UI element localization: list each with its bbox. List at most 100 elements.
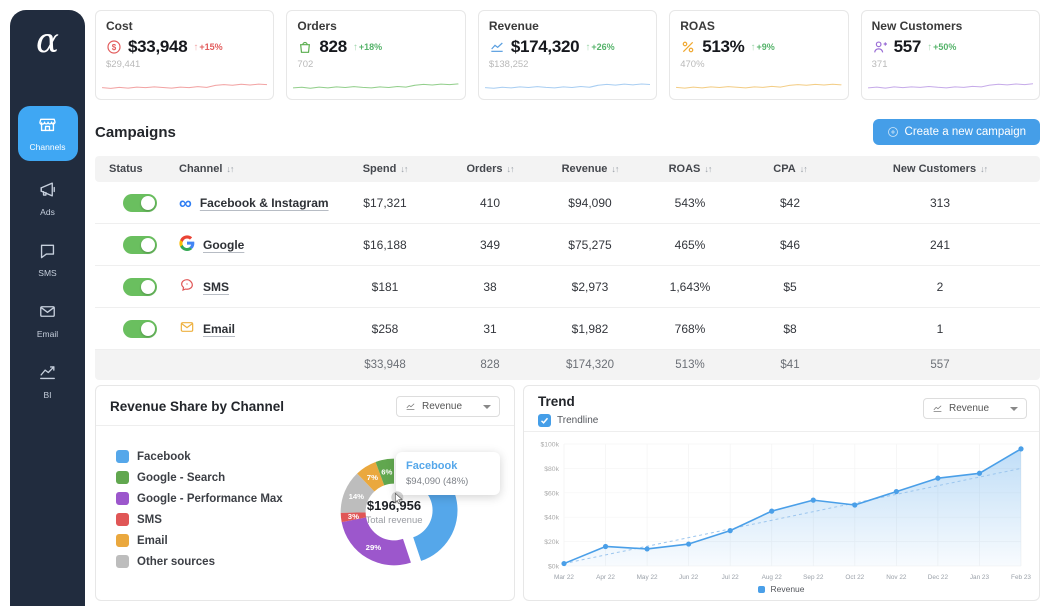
- legend-swatch: [116, 513, 129, 526]
- kpi-value: 513%: [702, 37, 745, 56]
- sidebar-item-bi[interactable]: BI: [18, 358, 78, 405]
- sort-icon[interactable]: ↓↑: [226, 164, 234, 174]
- kpi-row: Cost $ $33,948 ↑ +15% $29,441 Orders 828 …: [95, 10, 1041, 100]
- kpi-previous-value: $29,441: [106, 59, 141, 70]
- kpi-title: Revenue: [488, 19, 539, 33]
- cell-roas: 1,643%: [669, 279, 711, 294]
- sidebar-item-label: Ads: [40, 207, 55, 217]
- kpi-title: ROAS: [680, 19, 715, 33]
- svg-text:$0k: $0k: [548, 564, 560, 571]
- trendline-checkbox[interactable]: [538, 414, 551, 427]
- legend-swatch: [116, 450, 129, 463]
- revenue-share-title: Revenue Share by Channel: [110, 399, 285, 414]
- kpi-card-orders: Orders 828 ↑ +18% 702: [286, 10, 466, 100]
- chart-line-icon: [489, 39, 505, 55]
- channel-link[interactable]: SMS: [203, 279, 230, 294]
- svg-text:$60k: $60k: [544, 490, 559, 497]
- total-cpa: $41: [780, 359, 800, 371]
- create-campaign-button[interactable]: Create a new campaign: [872, 119, 1040, 145]
- cell-new-customers: 241: [929, 237, 951, 252]
- sidebar-item-label: BI: [43, 390, 52, 400]
- sidebar-item-email[interactable]: Email: [18, 297, 78, 344]
- revenue-share-metric-select[interactable]: Revenue: [396, 396, 500, 417]
- up-arrow-icon: ↑: [193, 41, 199, 53]
- kpi-sparkline: [867, 83, 1034, 89]
- trend-chart: $0k $20k $40k $60k $80k $100k Mar 22 Apr 22 May …: [540, 442, 1031, 582]
- svg-text:Jan 23: Jan 23: [970, 574, 990, 581]
- chat-bubble-icon: [38, 241, 57, 265]
- table-header: Status Channel ↓↑ Spend ↓↑ Orders ↓↑ Revenu…: [95, 156, 1040, 182]
- svg-text:Dec 22: Dec 22: [928, 574, 949, 581]
- kpi-sparkline: [102, 83, 268, 89]
- user-plus-icon: [872, 39, 888, 55]
- table-row-facebook-instagram: ∞ Facebook & Instagram $17,321 410 $94,0…: [95, 182, 1040, 224]
- column-orders[interactable]: Orders ↓↑: [466, 163, 515, 175]
- sidebar-item-ads[interactable]: Ads: [18, 175, 78, 222]
- channel-toggle[interactable]: [123, 235, 157, 254]
- donut-legend: Facebook Google - Search Google - Perfor…: [116, 450, 283, 568]
- kpi-delta: ↑ +50%: [927, 41, 957, 53]
- sort-icon[interactable]: ↓↑: [506, 164, 515, 174]
- trend-metric-select[interactable]: Revenue: [923, 398, 1027, 419]
- column-channel[interactable]: Channel ↓↑: [179, 163, 234, 175]
- column-cpa[interactable]: CPA ↓↑: [773, 163, 808, 175]
- app-logo: α: [36, 21, 59, 61]
- cell-cpa: $8: [783, 321, 797, 336]
- percent-icon: [680, 39, 696, 55]
- sidebar-item-label: Channels: [29, 142, 66, 152]
- svg-text:$80k: $80k: [544, 466, 559, 473]
- up-arrow-icon: ↑: [352, 41, 358, 53]
- svg-text:Aug 22: Aug 22: [762, 574, 783, 581]
- sort-icon[interactable]: ↓↑: [799, 164, 808, 174]
- channel-link[interactable]: Google: [203, 237, 245, 252]
- trendline-label: Trendline: [557, 415, 599, 426]
- sidebar-item-sms[interactable]: SMS: [18, 236, 78, 283]
- svg-text:Apr 22: Apr 22: [596, 574, 615, 581]
- svg-text:$: $: [112, 43, 117, 52]
- svg-text:May 22: May 22: [637, 574, 658, 581]
- table-row-sms: SMS $181 38 $2,973 1,643% $5 2: [95, 266, 1040, 308]
- svg-text:Jun 22: Jun 22: [679, 574, 699, 581]
- google-icon: [179, 235, 195, 254]
- svg-text:29%: 29%: [366, 543, 382, 552]
- campaigns-header: Campaigns Create a new campaign: [95, 118, 1040, 146]
- sort-icon[interactable]: ↓↑: [611, 164, 619, 174]
- cell-spend: $16,188: [363, 237, 407, 252]
- svg-text:3%: 3%: [348, 512, 359, 521]
- kpi-title: Cost: [106, 19, 133, 33]
- column-status: Status: [109, 163, 143, 175]
- svg-text:$40k: $40k: [544, 515, 559, 522]
- svg-text:Sep 22: Sep 22: [803, 574, 824, 581]
- cell-cpa: $42: [779, 195, 801, 210]
- sidebar: α Channels Ads SMS Email BI: [10, 10, 85, 606]
- store-icon: [38, 115, 57, 139]
- sort-icon[interactable]: ↓↑: [400, 164, 408, 174]
- svg-text:$100k: $100k: [540, 442, 559, 449]
- sort-icon[interactable]: ↓↑: [980, 164, 988, 174]
- cell-revenue: $2,973: [571, 279, 609, 294]
- legend-swatch: [116, 492, 129, 505]
- channel-link[interactable]: Email: [203, 321, 236, 336]
- sidebar-item-channels[interactable]: Channels: [17, 106, 78, 161]
- kpi-value: 557: [893, 37, 922, 56]
- dollar-circle-icon: $: [106, 39, 122, 55]
- kpi-previous-value: 702: [297, 59, 314, 70]
- revenue-share-panel: Revenue Share by Channel Revenue Faceboo…: [95, 385, 515, 601]
- legend-item-email: Email: [116, 534, 283, 547]
- channel-toggle[interactable]: [123, 193, 157, 212]
- column-new-customers[interactable]: New Customers ↓↑: [892, 163, 988, 175]
- legend-item-google-pmax: Google - Performance Max: [116, 492, 283, 505]
- kpi-card-cost: Cost $ $33,948 ↑ +15% $29,441: [95, 10, 275, 100]
- channel-toggle[interactable]: [123, 277, 157, 296]
- table-row-email: Email $258 31 $1,982 768% $8 1: [95, 308, 1040, 350]
- sort-icon[interactable]: ↓↑: [704, 164, 712, 174]
- legend-swatch: [116, 471, 129, 484]
- total-roas: 513%: [675, 359, 705, 371]
- column-spend[interactable]: Spend ↓↑: [362, 163, 409, 175]
- channel-toggle[interactable]: [123, 319, 157, 338]
- column-roas[interactable]: ROAS ↓↑: [668, 163, 713, 175]
- donut-tooltip: Facebook $94,090 (48%): [396, 452, 500, 495]
- channel-link[interactable]: Facebook & Instagram: [199, 195, 329, 210]
- sidebar-item-label: Email: [36, 329, 59, 339]
- column-revenue[interactable]: Revenue ↓↑: [561, 163, 620, 175]
